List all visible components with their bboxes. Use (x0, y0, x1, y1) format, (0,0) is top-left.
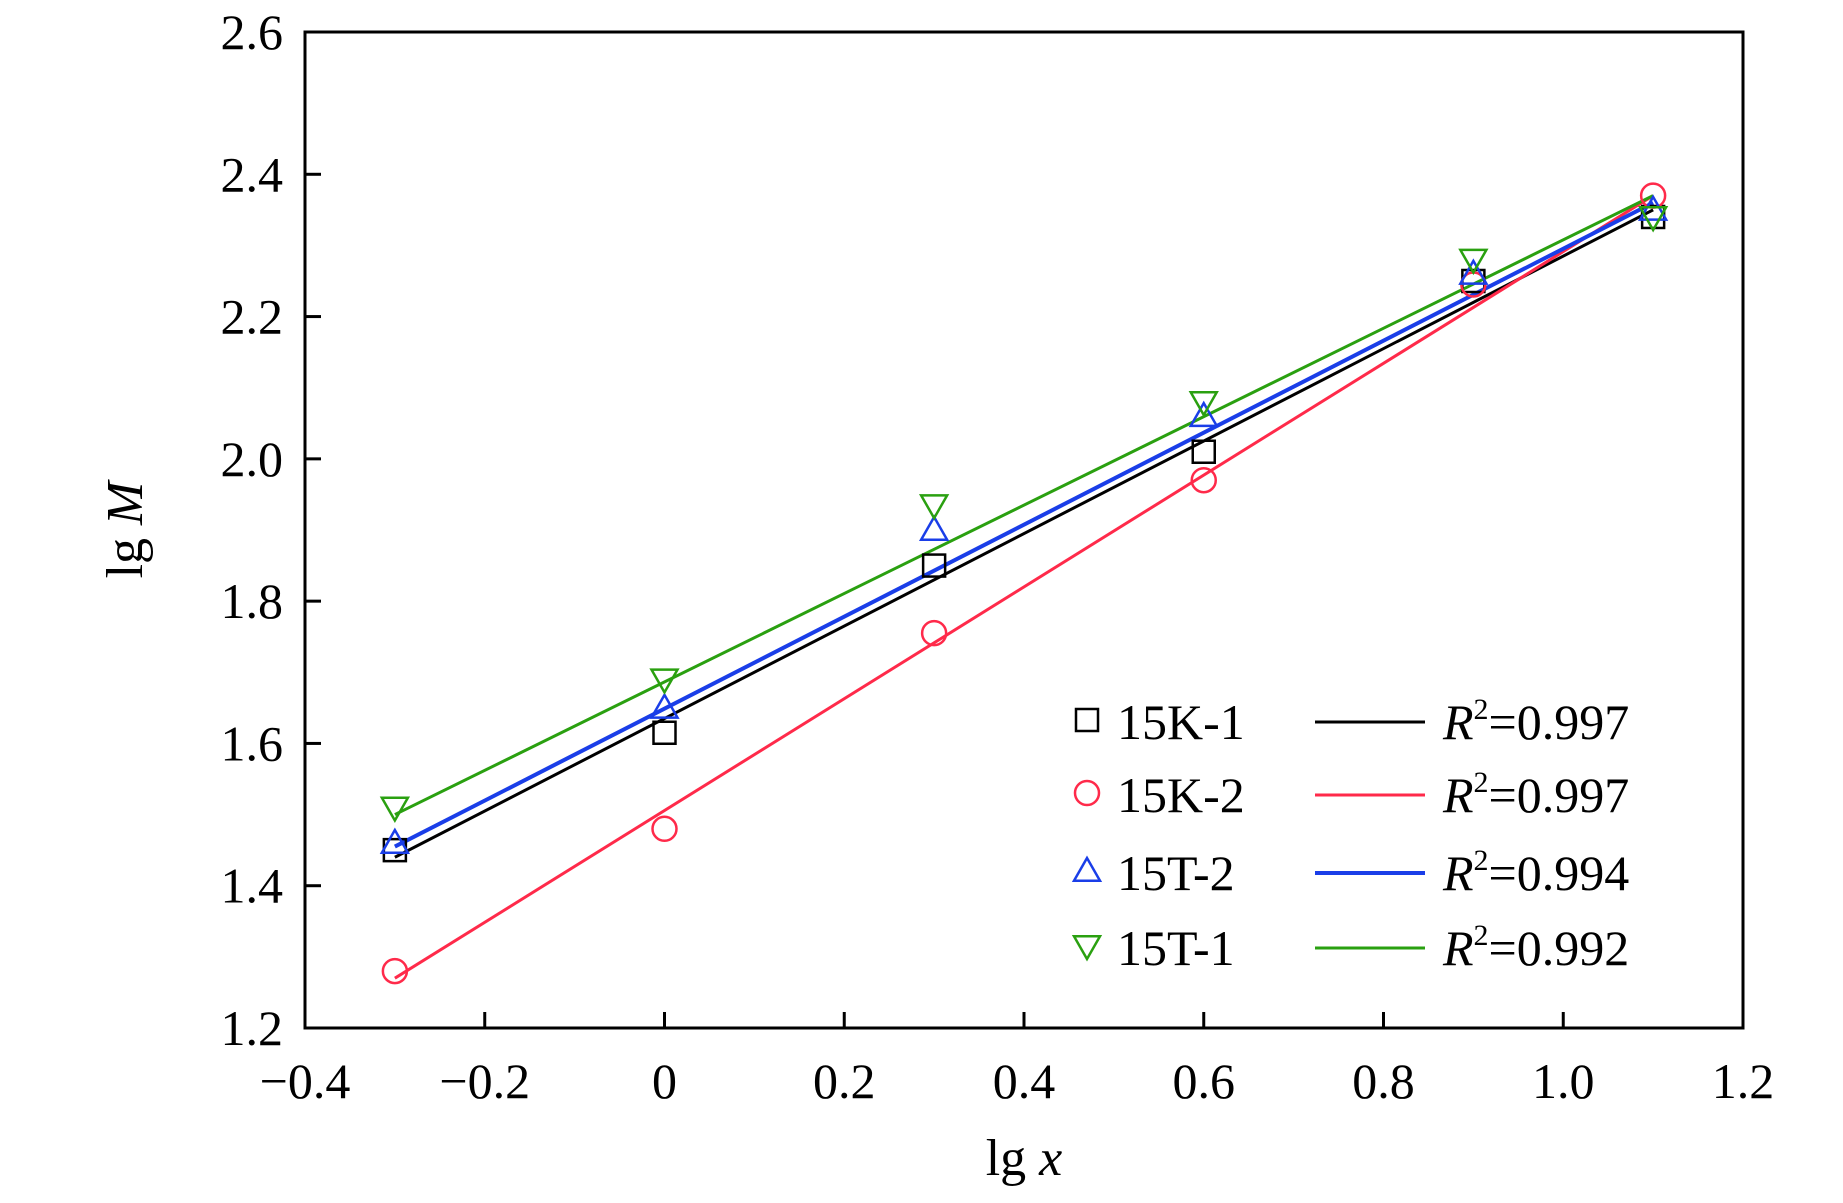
r2-exponent: 2 (1474, 766, 1489, 799)
r2-exponent: 2 (1474, 693, 1489, 726)
legend-label-15K-1: 15K-1 (1117, 694, 1245, 750)
data-point-15T-2 (1458, 258, 1489, 285)
x-tick-label: −0.4 (260, 1053, 351, 1109)
x-tick-label: 0.4 (993, 1053, 1056, 1109)
data-point-15T-1 (1458, 248, 1489, 276)
legend-r2-15K-1: R2=0.997 (1442, 693, 1629, 750)
y-tick-label: 2.6 (221, 4, 284, 60)
data-point-15K-1 (652, 720, 677, 746)
fit-line-15T-2 (393, 200, 1655, 849)
legend-marker-15K-1 (1074, 707, 1100, 733)
x-tick-label: 0.2 (813, 1053, 876, 1109)
legend-label-15K-2: 15K-2 (1117, 767, 1245, 823)
legend-r2-15T-2: R2=0.994 (1442, 844, 1629, 901)
y-tick-label: 1.2 (221, 1000, 284, 1056)
y-axis-title-var: M (97, 479, 154, 526)
x-tick-label: 1.2 (1712, 1053, 1775, 1109)
data-point-15T-1 (918, 494, 950, 521)
y-axis-title-prefix: lg (97, 525, 154, 578)
x-tick-label: 0.6 (1173, 1053, 1236, 1109)
fit-line-15K-1 (394, 208, 1654, 859)
y-tick-label: 2.0 (221, 431, 284, 487)
legend-r2-15K-2: R2=0.997 (1442, 766, 1629, 823)
legend-label-15T-1: 15T-1 (1117, 920, 1235, 976)
r2-value: =0.992 (1489, 920, 1630, 976)
r2-symbol: R (1442, 767, 1474, 823)
r2-symbol: R (1442, 920, 1474, 976)
x-axis-title-prefix: lg (986, 1130, 1039, 1187)
y-tick-label: 2.2 (221, 289, 284, 345)
data-point-15K-2 (381, 957, 409, 985)
legend-r2-15T-1: R2=0.992 (1442, 919, 1629, 976)
fit-line-15T-1 (394, 194, 1654, 816)
r2-value: =0.994 (1489, 845, 1630, 901)
data-point-15K-2 (920, 619, 948, 647)
y-tick-label: 1.6 (221, 715, 284, 771)
x-tick-label: 0.8 (1352, 1053, 1415, 1109)
data-point-15T-2 (918, 514, 950, 541)
r2-value: =0.997 (1489, 767, 1630, 823)
r2-symbol: R (1442, 845, 1474, 901)
data-point-15T-1 (379, 796, 411, 823)
y-tick-label: 2.4 (221, 146, 284, 202)
data-point-15K-2 (651, 815, 678, 843)
legend-marker-15K-2 (1073, 779, 1101, 807)
data-point-15T-2 (649, 692, 680, 719)
data-point-15K-1 (1191, 439, 1216, 464)
x-tick-label: −0.2 (439, 1053, 530, 1109)
y-tick-label: 1.4 (221, 858, 284, 914)
data-point-15T-2 (1188, 400, 1219, 428)
data-point-15T-1 (1188, 390, 1219, 418)
r2-value: =0.997 (1489, 694, 1630, 750)
data-point-15T-2 (379, 827, 411, 855)
legend-label-15T-2: 15T-2 (1117, 845, 1235, 901)
x-tick-label: 0 (652, 1053, 677, 1109)
r2-exponent: 2 (1474, 919, 1489, 952)
legend-marker-15T-2 (1071, 855, 1103, 882)
r2-exponent: 2 (1474, 844, 1489, 877)
legend-marker-15T-1 (1071, 935, 1103, 962)
y-tick-label: 1.8 (221, 573, 284, 629)
data-point-15K-2 (1190, 466, 1217, 494)
data-point-15K-1 (921, 553, 947, 578)
y-axis-title: lg M (97, 479, 154, 578)
x-axis-title: lg x (986, 1130, 1063, 1187)
x-axis-title-var: x (1038, 1130, 1062, 1187)
axis-ticks: −0.4 −0.2 0 0.2 0.4 0.6 0.8 1.0 1.2 1.2 1.4 1.6 1.8 2… (221, 4, 1775, 1109)
data-point-15T-1 (649, 668, 680, 695)
plot-area (379, 182, 1669, 985)
data-point-15T-1 (1637, 205, 1669, 233)
x-tick-label: 1.0 (1532, 1053, 1595, 1109)
fit-line-15K-2 (394, 194, 1654, 980)
r2-symbol: R (1442, 694, 1474, 750)
